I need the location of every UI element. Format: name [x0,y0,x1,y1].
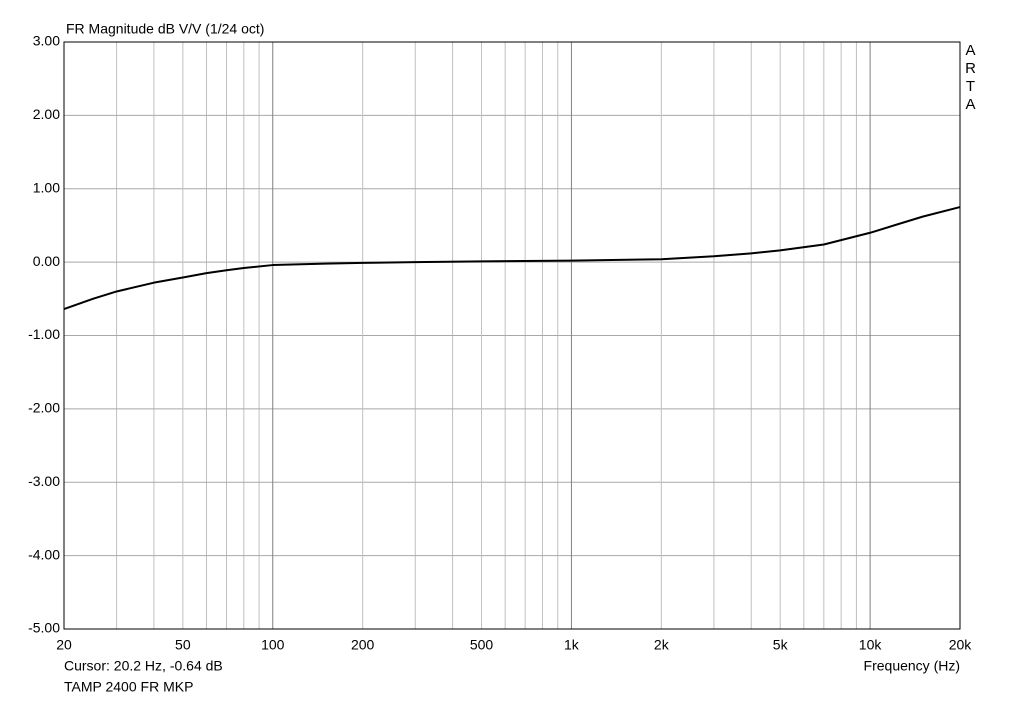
x-tick-label: 100 [261,637,285,653]
y-tick-label: 0.00 [33,253,60,269]
brand: ARTA [962,42,979,114]
x-axis-label: Frequency (Hz) [864,658,960,674]
y-tick-label: 1.00 [33,179,60,195]
x-tick-label: 20 [56,637,72,653]
x-tick-label: 1k [564,637,580,653]
y-tick-label: -5.00 [28,620,60,636]
footnote: TAMP 2400 FR MKP [64,679,193,695]
y-tick-label: -1.00 [28,326,60,342]
y-tick-label: -4.00 [28,546,60,562]
y-tick-label: -2.00 [28,400,60,416]
cursor-readout: Cursor: 20.2 Hz, -0.64 dB [64,658,223,674]
y-tick-label: -3.00 [28,473,60,489]
chart-title: FR Magnitude dB V/V (1/24 oct) [66,21,264,37]
x-tick-label: 5k [773,637,789,653]
x-tick-label: 50 [175,637,191,653]
x-tick-label: 2k [654,637,670,653]
x-tick-label: 10k [859,637,883,653]
y-tick-label: 2.00 [33,106,60,122]
plot-border [63,41,961,630]
y-tick-label: 3.00 [33,33,60,49]
x-tick-label: 200 [351,637,375,653]
x-tick-label: 20k [949,637,973,653]
fr-curve [63,206,961,311]
x-tick-label: 500 [470,637,494,653]
